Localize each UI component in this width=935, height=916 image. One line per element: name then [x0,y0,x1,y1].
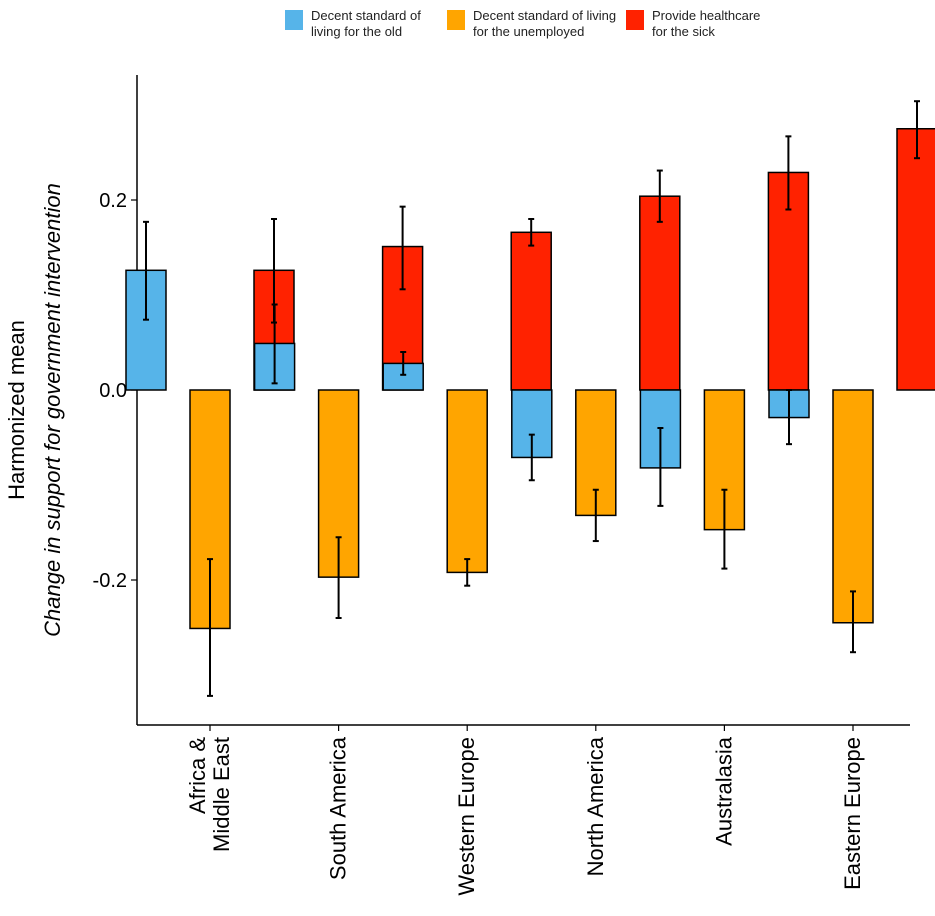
bar [896,128,935,391]
legend-item-old: Decent standard of living for the old [285,8,421,40]
x-tick-label: South America [326,736,351,880]
x-tick-label: Africa & [185,737,210,814]
x-tick-label: North America [583,736,608,876]
x-tick-label: Western Europe [454,737,479,896]
legend-label-sick: Provide healthcare for the sick [652,8,761,39]
bar [446,389,488,574]
y-axis-label: Harmonized mean [4,320,29,500]
x-tick-label: Middle East [209,737,234,852]
legend-item-sick: Provide healthcare for the sick [626,8,760,40]
x-tick-label: Australasia [711,736,736,846]
legend-swatch-unemployed [447,10,465,30]
y-tick-label: -0.2 [93,570,127,592]
x-tick-label: Eastern Europe [840,737,865,890]
legend-label-old: Decent standard of living for the old [311,8,421,39]
y-tick-label: 0.0 [99,380,127,402]
legend-label-unemployed: Decent standard of living for the unempl… [473,8,617,39]
y-axis-label-secondary: Change in support for government interve… [40,183,65,637]
bar [639,195,681,391]
bar [510,231,552,391]
legend: Decent standard of living for the old De… [0,8,935,52]
y-tick-label: 0.2 [99,190,127,212]
legend-item-unemployed: Decent standard of living for the unempl… [447,8,616,40]
bar [832,389,874,624]
legend-swatch-old [285,10,303,30]
legend-swatch-sick [626,10,644,30]
